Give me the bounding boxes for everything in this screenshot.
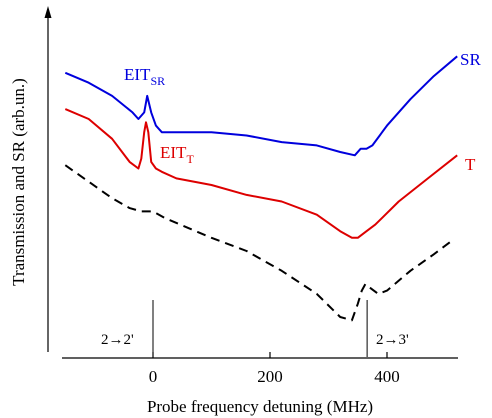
annotation-2-3: 2→3'	[376, 332, 409, 348]
x-axis-label: Probe frequency detuning (MHz)	[147, 397, 373, 416]
y-axis-arrow	[45, 6, 52, 18]
x-tick-labels: 0 200 400	[149, 367, 400, 386]
x-tick-label-400: 400	[374, 367, 400, 386]
eit-t-label-subscript: T	[186, 152, 194, 166]
x-tick-label-0: 0	[149, 367, 158, 386]
series-group	[65, 56, 457, 320]
x-ticks	[153, 352, 387, 358]
eit-sr-label: EITSR	[124, 65, 165, 88]
annotation-2-2: 2→2'	[101, 332, 134, 348]
eit-sr-label-subscript: SR	[150, 74, 165, 88]
eit-t-label: EITT	[160, 143, 194, 166]
y-axis-label: Transmission and SR (arb.un.)	[9, 78, 28, 286]
transition-markers	[153, 300, 367, 357]
series-line-t	[65, 109, 457, 238]
x-tick-label-200: 200	[257, 367, 283, 386]
sr-end-label: SR	[460, 50, 481, 69]
t-end-label: T	[465, 155, 476, 174]
series-line-dashed	[65, 165, 451, 320]
